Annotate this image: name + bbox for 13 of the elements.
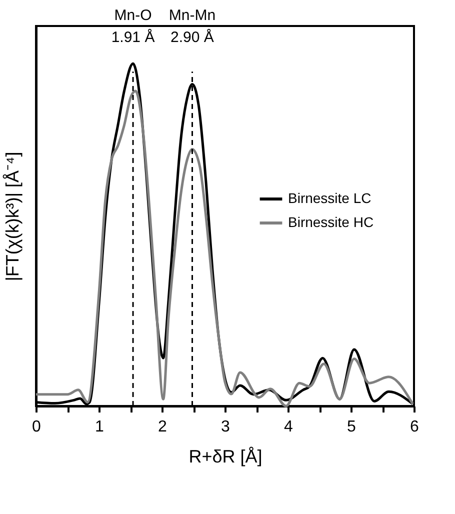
legend-label: Birnessite LC [288,190,372,206]
x-tick-label: 1 [95,418,104,436]
x-tick-label: 3 [221,418,230,436]
x-tick-label: 0 [32,418,42,436]
ref-line-label: Mn-O 1.91 Å [111,7,155,46]
legend-label: Birnessite HC [288,214,374,230]
ref-line-label: Mn-Mn 2.90 Å [168,7,216,46]
x-tick-label: 2 [158,418,168,436]
x-tick-label: 6 [410,418,420,436]
x-axis-title: R+δR [Å] [188,446,262,466]
x-tick-label: 5 [347,418,356,436]
x-tick-label: 4 [284,418,294,436]
y-axis-title: |FT(χ(k)k³)| [Å⁻⁴] [2,152,22,282]
